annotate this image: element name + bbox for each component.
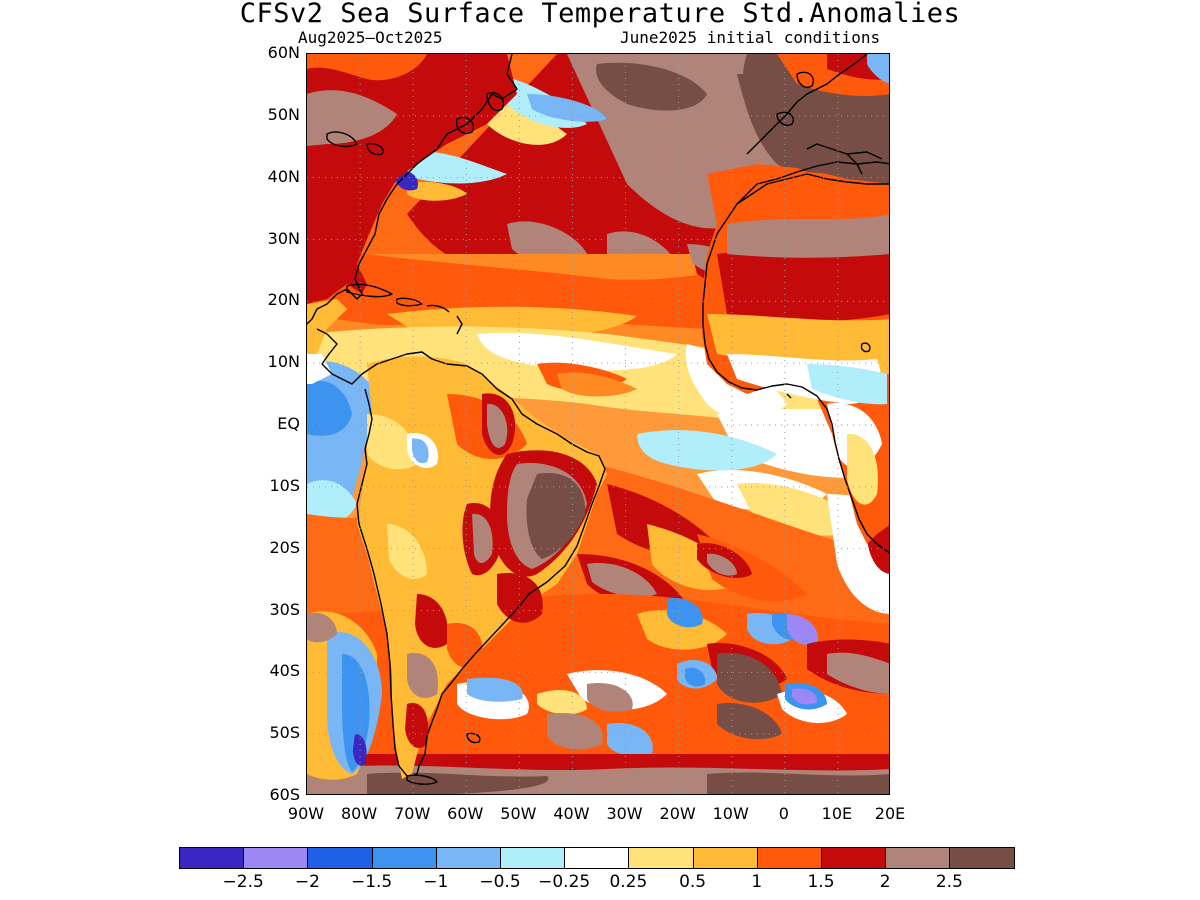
lat-label: 60S: [269, 785, 300, 804]
lat-label: 10S: [269, 475, 300, 495]
lon-label: 70W: [394, 804, 431, 823]
lon-label: 90W: [287, 804, 325, 823]
colorbar-swatch: [436, 848, 501, 868]
land-field: [307, 54, 889, 779]
lat-label: 40N: [267, 166, 300, 186]
lat-label: 30N: [267, 228, 300, 248]
lat-label: 40S: [269, 661, 300, 681]
colorbar-label: −1.5: [350, 872, 393, 892]
lat-label: 50N: [267, 104, 300, 124]
lon-label: 10E: [821, 804, 853, 823]
lat-label: 60N: [267, 43, 300, 62]
lon-label: 20E: [874, 804, 906, 823]
lat-label: 50S: [269, 723, 300, 743]
colorbar-label: 2.5: [935, 872, 963, 892]
colorbar-swatch: [500, 848, 566, 868]
lon-label: 60W: [447, 804, 484, 823]
colorbar-swatch: [244, 848, 309, 868]
lon-label: 40W: [553, 804, 590, 823]
colorbar-label: 0.25: [609, 872, 648, 892]
lon-label: 0: [778, 804, 789, 823]
lon-label: 80W: [340, 804, 378, 823]
colorbar-swatch: [693, 848, 758, 868]
colorbar-label: −0.25: [538, 872, 591, 892]
colorbar-label: 2: [879, 872, 891, 892]
map-title: CFSv2 Sea Surface Temperature Std.Anomal…: [239, 0, 961, 29]
lon-label: 10W: [712, 804, 749, 823]
lat-label: EQ: [277, 414, 300, 433]
colorbar-label: 0.5: [679, 872, 707, 892]
lon-label: 30W: [606, 804, 643, 823]
colorbar: [179, 847, 1016, 869]
colorbar-label: −2: [294, 872, 320, 892]
colorbar-label: −1: [423, 872, 449, 892]
map-canvas: [307, 54, 889, 794]
colorbar-swatch: [180, 848, 245, 868]
lat-label: 20N: [267, 290, 300, 310]
colorbar-label: −2.5: [222, 872, 264, 892]
colorbar-swatch: [565, 848, 630, 868]
lat-label: 30S: [269, 599, 300, 619]
colorbar-swatch: [372, 848, 437, 868]
colorbar-swatch: [757, 848, 822, 868]
lat-label: 20S: [269, 537, 300, 557]
anomaly-map: [306, 53, 890, 795]
colorbar-swatch: [886, 848, 951, 868]
graticule: [307, 54, 889, 794]
lat-label: 10N: [267, 352, 300, 372]
lon-label: 20W: [659, 804, 696, 823]
colorbar-label: 1.5: [807, 872, 835, 892]
colorbar-label: 1: [751, 872, 763, 892]
colorbar-swatch: [308, 848, 373, 868]
colorbar-swatch: [821, 848, 887, 868]
lon-label: 50W: [500, 804, 537, 823]
colorbar-swatch: [950, 848, 1015, 868]
forecast-period: Aug2025—Oct2025: [298, 28, 443, 47]
colorbar-swatch: [629, 848, 694, 868]
colorbar-label: −0.5: [479, 872, 521, 892]
coastlines: [307, 54, 889, 785]
initial-conditions: June2025 initial conditions: [620, 28, 881, 47]
